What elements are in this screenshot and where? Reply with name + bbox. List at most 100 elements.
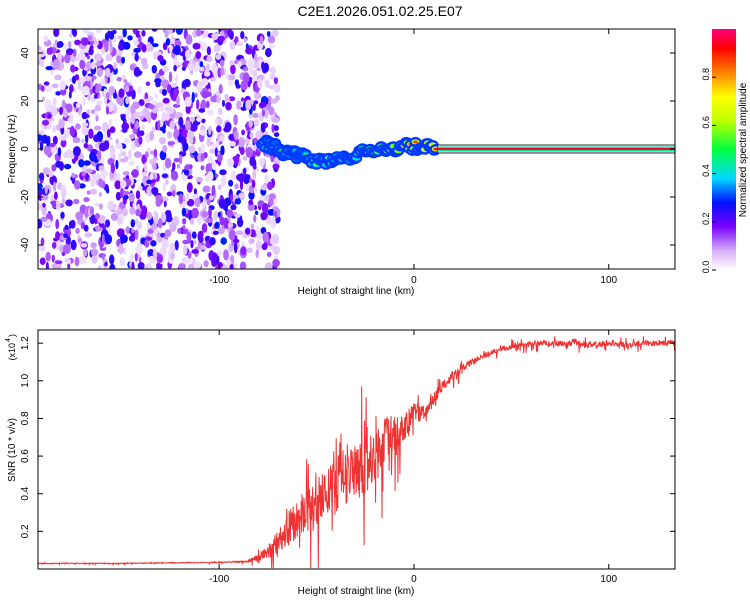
noise-speckle xyxy=(61,197,66,205)
noise-speckle xyxy=(266,31,271,37)
noise-speckle xyxy=(211,184,216,196)
noise-speckle xyxy=(106,128,111,138)
noise-speckle xyxy=(90,242,97,249)
y-tick-label: 1.0 xyxy=(20,373,31,387)
noise-speckle xyxy=(169,222,177,233)
noise-speckle xyxy=(187,62,195,71)
noise-speckle xyxy=(51,254,55,263)
noise-speckle xyxy=(45,66,53,71)
noise-speckle xyxy=(55,231,61,240)
noise-speckle xyxy=(245,227,251,235)
noise-speckle xyxy=(82,249,88,257)
noise-speckle xyxy=(98,165,105,171)
noise-speckle xyxy=(237,61,242,68)
noise-speckle xyxy=(245,147,253,158)
noise-speckle xyxy=(60,188,67,199)
noise-speckle xyxy=(214,147,218,157)
noise-speckle xyxy=(146,41,152,52)
noise-speckle xyxy=(178,193,184,204)
noise-speckle xyxy=(82,68,87,77)
noise-speckle xyxy=(235,84,241,89)
noise-speckle xyxy=(167,29,173,34)
noise-speckle xyxy=(211,32,219,41)
noise-speckle xyxy=(123,194,129,200)
noise-speckle xyxy=(95,29,101,34)
noise-speckle xyxy=(38,244,43,251)
noise-speckle xyxy=(104,41,109,53)
noise-speckle xyxy=(253,100,259,105)
noise-speckle xyxy=(38,218,43,229)
noise-speckle xyxy=(94,125,102,131)
noise-speckle xyxy=(143,98,151,104)
noise-speckle xyxy=(169,44,174,53)
noise-speckle xyxy=(238,192,245,199)
noise-speckle xyxy=(227,29,233,38)
noise-speckle xyxy=(264,262,273,269)
noise-speckle xyxy=(123,247,127,255)
noise-speckle xyxy=(91,254,98,264)
noise-speckle xyxy=(169,120,175,130)
noise-speckle xyxy=(176,96,180,106)
noise-speckle xyxy=(69,32,73,39)
noise-speckle xyxy=(239,146,245,156)
noise-speckle xyxy=(133,66,141,77)
colorbar-label: Normalized spectral amplitude xyxy=(738,82,749,217)
noise-speckle xyxy=(210,252,218,261)
noise-speckle xyxy=(208,125,212,136)
noise-speckle xyxy=(67,236,71,244)
noise-speckle xyxy=(86,144,93,152)
noise-speckle xyxy=(233,238,240,244)
noise-speckle xyxy=(138,130,145,137)
noise-speckle xyxy=(72,137,81,144)
noise-speckle xyxy=(267,181,273,191)
noise-speckle xyxy=(146,185,154,197)
noise-speckle xyxy=(209,194,214,201)
noise-speckle xyxy=(105,92,110,99)
noise-speckle xyxy=(43,145,52,156)
noise-speckle xyxy=(191,257,196,266)
noise-speckle xyxy=(122,171,130,176)
noise-speckle xyxy=(137,36,142,43)
noise-speckle xyxy=(52,125,57,133)
noise-speckle xyxy=(74,74,80,81)
noise-speckle xyxy=(186,198,195,207)
noise-speckle xyxy=(253,165,257,170)
noise-speckle xyxy=(261,61,265,70)
tone-line-core xyxy=(437,148,675,150)
noise-speckle xyxy=(144,265,150,269)
noise-speckle xyxy=(214,221,220,229)
noise-speckle xyxy=(176,124,180,131)
noise-speckle xyxy=(120,187,124,199)
noise-speckle xyxy=(110,212,119,221)
snr-x-label: Height of straight line (km) xyxy=(298,586,415,597)
noise-speckle xyxy=(204,71,208,77)
noise-speckle xyxy=(125,85,130,93)
noise-speckle xyxy=(53,58,60,70)
noise-speckle xyxy=(268,106,275,116)
noise-speckle xyxy=(71,172,76,178)
colorbar-tick-label: 0.0 xyxy=(701,261,711,274)
noise-speckle xyxy=(109,263,116,269)
noise-speckle xyxy=(201,210,209,218)
noise-speckle xyxy=(64,224,69,231)
spectrogram-y-label: Frequency (Hz) xyxy=(7,115,18,184)
noise-speckle xyxy=(70,64,76,73)
noise-speckle xyxy=(90,179,96,188)
noise-speckle xyxy=(221,265,230,269)
noise-speckle xyxy=(228,133,235,141)
noise-speckle xyxy=(261,184,268,191)
noise-speckle xyxy=(227,80,234,86)
noise-speckle xyxy=(270,66,277,75)
noise-speckle xyxy=(272,215,276,226)
noise-speckle xyxy=(161,173,168,178)
noise-speckle xyxy=(223,126,231,133)
noise-speckle xyxy=(84,75,92,82)
noise-speckle xyxy=(218,84,223,94)
noise-speckle xyxy=(186,231,192,242)
noise-speckle xyxy=(230,204,237,211)
noise-speckle xyxy=(120,114,126,121)
snr-series-line xyxy=(38,336,675,569)
noise-speckle xyxy=(268,44,275,49)
noise-speckle xyxy=(172,162,176,171)
noise-speckle xyxy=(260,123,266,133)
